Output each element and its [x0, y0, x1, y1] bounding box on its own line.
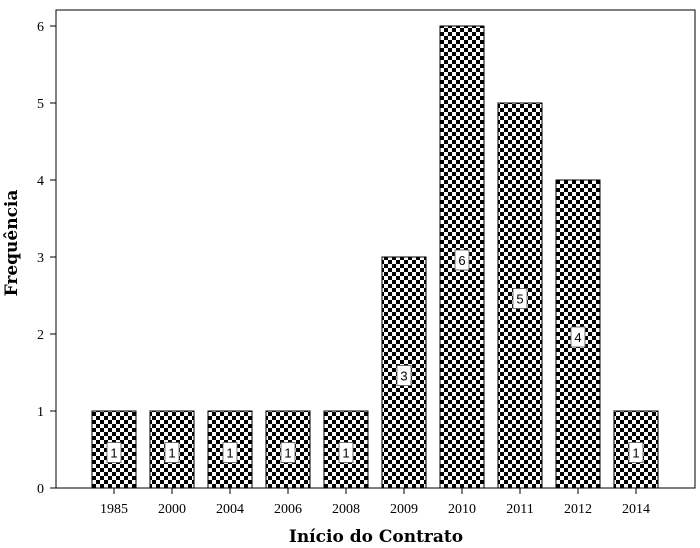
data-label: 6	[458, 253, 465, 268]
data-label: 1	[110, 446, 117, 461]
data-label-box	[396, 365, 412, 386]
data-label-box	[454, 249, 470, 271]
y-tick-label: 6	[37, 20, 44, 35]
plot-area-frame	[55, 9, 696, 489]
y-axis: 0 1 2 3 4 5 6	[37, 20, 56, 497]
x-tick-label: 2011	[506, 502, 533, 517]
x-tick-label: 2010	[448, 502, 476, 517]
x-tick-label: 1985	[100, 502, 128, 517]
x-tick-label: 2000	[158, 502, 186, 517]
data-labels-group: 1 1 1 1 1 3 6 5 4 1	[106, 249, 644, 463]
x-tick-label: 2004	[216, 502, 244, 517]
y-tick-label: 2	[37, 328, 44, 343]
y-tick-label: 1	[37, 405, 44, 420]
y-tick-label: 4	[37, 174, 44, 189]
data-label-box	[570, 326, 586, 348]
bars-group	[91, 25, 659, 489]
data-label: 1	[226, 446, 233, 461]
y-tick-label: 5	[37, 97, 44, 112]
data-label-box	[164, 442, 180, 463]
data-label-box	[106, 442, 122, 463]
y-axis-title: Frequência	[2, 190, 22, 297]
data-label-box	[628, 442, 644, 463]
data-label-box	[280, 442, 296, 463]
data-label: 4	[574, 330, 581, 345]
x-axis-title: Início do Contrato	[289, 527, 463, 547]
x-tick-label: 2009	[390, 502, 418, 517]
data-label: 1	[632, 446, 639, 461]
data-label-box	[338, 442, 354, 463]
x-axis: 1985 2000 2004 2006 2008 2009 2010 2011 2012 2014	[100, 488, 650, 517]
y-tick-label: 3	[37, 251, 44, 266]
data-label: 1	[284, 446, 291, 461]
x-tick-label: 2012	[564, 502, 592, 517]
data-label: 5	[516, 292, 523, 307]
data-label: 1	[168, 446, 175, 461]
y-tick-label: 0	[37, 482, 44, 497]
x-tick-label: 2008	[332, 502, 360, 517]
data-label-box	[222, 442, 238, 463]
x-tick-label: 2014	[622, 502, 650, 517]
x-tick-label: 2006	[274, 502, 302, 517]
data-label: 3	[400, 369, 407, 384]
data-label-box	[512, 288, 528, 309]
data-label: 1	[342, 446, 349, 461]
